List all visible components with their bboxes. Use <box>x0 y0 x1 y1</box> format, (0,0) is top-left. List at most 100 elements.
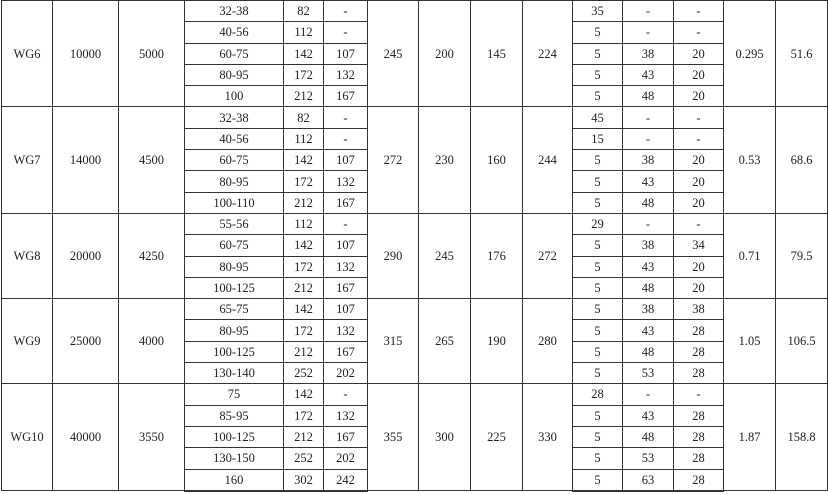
bore-cell: 55-56 <box>184 212 284 236</box>
bore-cell: 252 <box>283 447 324 470</box>
dimension-cell: 280 <box>522 298 573 385</box>
table-row: 100-125 212 167 5 48 28 <box>2 340 828 364</box>
bore-cell: - <box>323 0 368 23</box>
sub-dimension-cell: - <box>673 0 724 23</box>
bore-cell: 142 <box>283 149 324 172</box>
speed-cell: 4000 <box>118 298 185 385</box>
bore-cell: 82 <box>283 0 324 23</box>
sub-dimension-cell: 5 <box>572 468 623 492</box>
model-cell: WG7 <box>1 106 53 214</box>
bore-cell: - <box>323 127 368 151</box>
mass-cell: 106.5 <box>775 298 828 385</box>
sub-dimension-cell: - <box>622 127 674 151</box>
sub-dimension-cell: 28 <box>673 362 724 385</box>
sub-dimension-cell: 5 <box>572 255 623 278</box>
speed-cell: 5000 <box>118 0 185 108</box>
bore-cell: 142 <box>283 234 324 257</box>
bore-cell: 172 <box>283 170 324 193</box>
bore-cell: 242 <box>323 468 368 492</box>
bore-cell: 65-75 <box>184 298 284 321</box>
sub-dimension-cell: 35 <box>572 0 623 23</box>
sub-dimension-cell: 15 <box>572 127 623 151</box>
bore-cell: 212 <box>283 276 324 300</box>
table-row: WG8 20000 4250 55-56 112-290 245 176 272 29- -0.7… <box>1 212 828 300</box>
table-row: 85-95 172 132 5 43 28 <box>2 404 828 427</box>
bore-cell: 160 <box>184 468 284 492</box>
sub-dimension-cell: - <box>622 212 674 236</box>
bore-cell: 107 <box>323 298 368 321</box>
sub-dimension-cell: - <box>622 383 674 406</box>
sub-dimension-cell: 5 <box>572 298 623 321</box>
dimension-cell: 315 <box>367 298 419 385</box>
table-row: WG7 14000 4500 32-38 82-272 230 160 244 45- -0.53… <box>1 106 828 214</box>
dimension-cell: 230 <box>418 106 471 214</box>
sub-dimension-cell: - <box>673 212 724 236</box>
bore-cell: 80-95 <box>184 170 284 193</box>
inertia-cell: 1.05 <box>723 298 776 385</box>
sub-dimension-cell: 38 <box>622 298 674 321</box>
table-row: 80-95 172 132 5 43 20 <box>2 63 828 87</box>
bore-cell: 167 <box>323 85 368 108</box>
bore-cell: 85-95 <box>184 404 284 427</box>
bore-cell: 132 <box>323 319 368 342</box>
sub-dimension-cell: 5 <box>572 42 623 65</box>
bore-cell: 212 <box>283 85 324 108</box>
sub-dimension-cell: 20 <box>673 85 724 108</box>
sub-dimension-cell: 5 <box>572 85 623 108</box>
mass-cell: 51.6 <box>775 0 828 108</box>
dimension-cell: 300 <box>418 383 471 492</box>
sub-dimension-cell: 5 <box>572 21 623 44</box>
table-row: 60-75 142 107 5 38 20 <box>2 42 828 65</box>
dimension-cell: 176 <box>470 212 523 300</box>
sub-dimension-cell: 20 <box>673 191 724 214</box>
sub-dimension-cell: 5 <box>572 149 623 172</box>
sub-dimension-cell: 43 <box>622 404 674 427</box>
bore-cell: 82 <box>283 106 324 129</box>
table-row: WG9 25000 4000 65-75 142 107 315 265 190 280 5 38 38… <box>1 298 828 385</box>
sub-dimension-cell: 48 <box>622 340 674 364</box>
inertia-cell: 0.295 <box>723 0 776 108</box>
sub-dimension-cell: 5 <box>572 276 623 300</box>
sub-dimension-cell: 5 <box>572 319 623 342</box>
dimension-cell: 272 <box>522 212 573 300</box>
bore-cell: 130-140 <box>184 362 284 385</box>
torque-cell: 25000 <box>52 298 119 385</box>
sub-dimension-cell: - <box>673 106 724 129</box>
sub-dimension-cell: 5 <box>572 362 623 385</box>
bore-cell: 167 <box>323 340 368 364</box>
dimension-cell: 190 <box>470 298 523 385</box>
sub-dimension-cell: 20 <box>673 170 724 193</box>
speed-cell: 4250 <box>118 212 185 300</box>
model-cell: WG10 <box>1 383 53 492</box>
bore-cell: 172 <box>283 404 324 427</box>
bore-cell: 112 <box>283 21 324 44</box>
table-row: WG6 10000 5000 32-38 82-245 200 145 224 35- -0.29… <box>1 0 828 108</box>
inertia-cell: 0.71 <box>723 212 776 300</box>
dimension-cell: 160 <box>470 106 523 214</box>
bore-cell: 32-38 <box>184 106 284 129</box>
bore-cell: 60-75 <box>184 149 284 172</box>
dimension-cell: 244 <box>522 106 573 214</box>
sub-dimension-cell: 20 <box>673 149 724 172</box>
sub-dimension-cell: 28 <box>673 404 724 427</box>
bore-cell: 80-95 <box>184 255 284 278</box>
bore-cell: 40-56 <box>184 127 284 151</box>
sub-dimension-cell: 5 <box>572 170 623 193</box>
bore-cell: 107 <box>323 234 368 257</box>
bore-cell: 212 <box>283 340 324 364</box>
bore-cell: 80-95 <box>184 63 284 87</box>
sub-dimension-cell: 5 <box>572 63 623 87</box>
bore-cell: 132 <box>323 170 368 193</box>
sub-dimension-cell: 38 <box>622 234 674 257</box>
torque-cell: 14000 <box>52 106 119 214</box>
bore-cell: - <box>323 21 368 44</box>
model-cell: WG6 <box>1 0 53 108</box>
table-row: 100-125 212 167 5 48 20 <box>2 276 828 300</box>
sub-dimension-cell: 43 <box>622 170 674 193</box>
dimension-cell: 330 <box>522 383 573 492</box>
model-cell: WG8 <box>1 212 53 300</box>
sub-dimension-cell: 5 <box>572 234 623 257</box>
sub-dimension-cell: 20 <box>673 63 724 87</box>
sub-dimension-cell: 34 <box>673 234 724 257</box>
